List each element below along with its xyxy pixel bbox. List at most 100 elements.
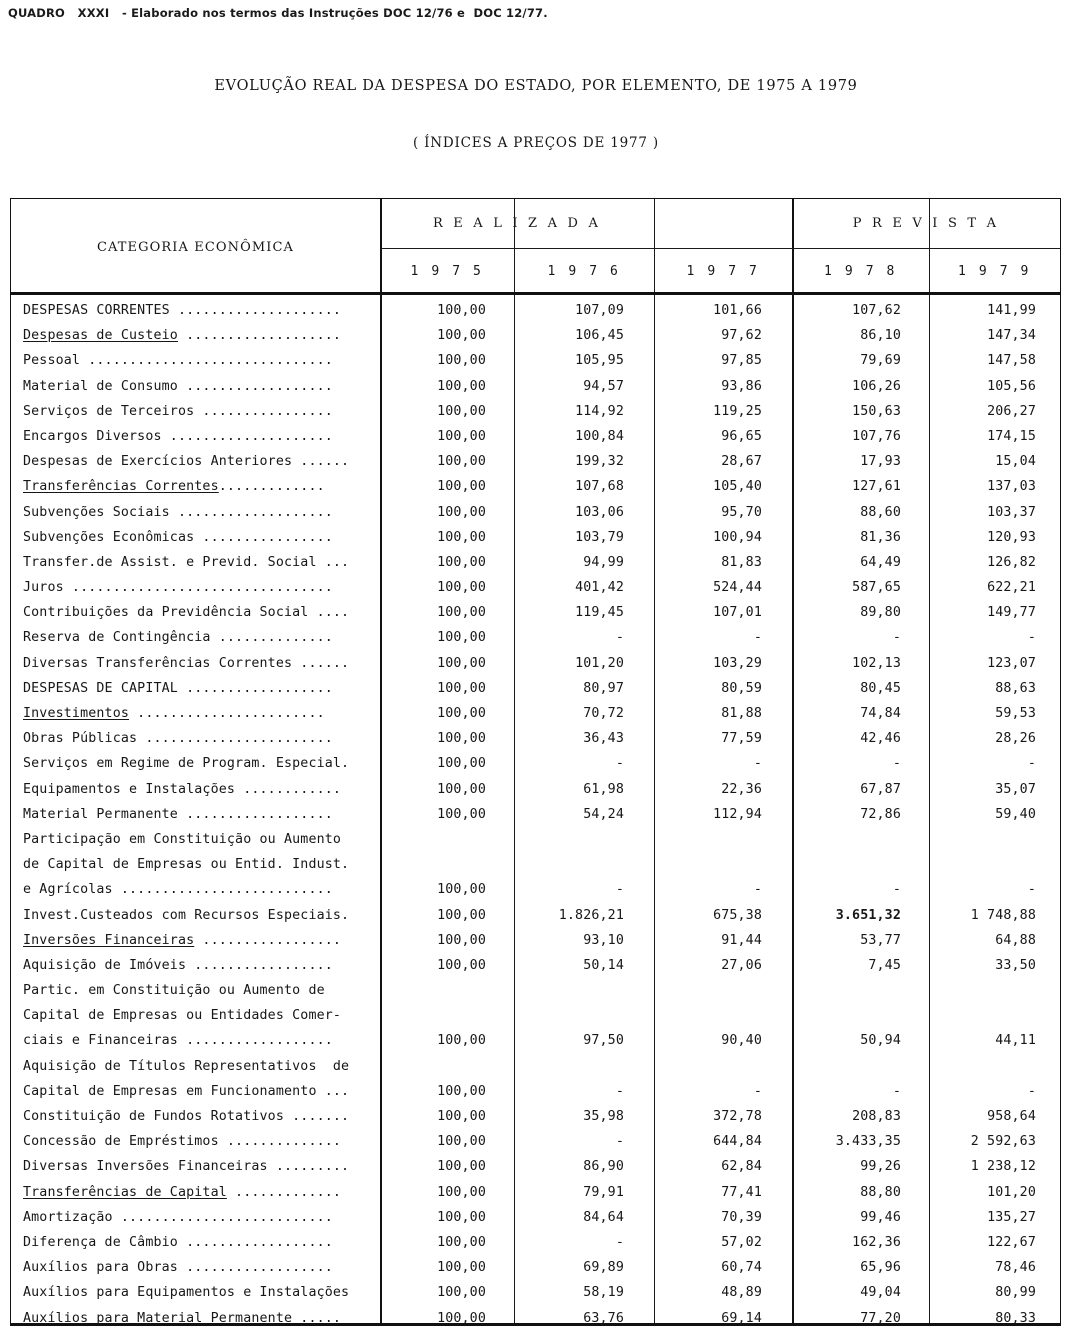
row-label: Investimentos ....................... [23, 701, 373, 726]
value-1976: 69,89 [583, 1260, 624, 1276]
value-1978: 150,63 [852, 403, 901, 419]
header-year-1975: 1 9 7 5 [410, 264, 484, 279]
table-row: Encargos Diversos .................... 10… [11, 424, 1060, 449]
value-1976: 94,57 [583, 378, 624, 394]
value-1975: 100,00 [437, 806, 486, 822]
value-1978: 65,96 [860, 1260, 901, 1276]
table-row: ciais e Financeiras .................. 10… [11, 1028, 1060, 1053]
value-1976: 100,84 [575, 428, 624, 444]
value-1979: 123,07 [987, 655, 1036, 671]
value-1977: 81,83 [721, 554, 762, 570]
value-1975: 100,00 [437, 353, 486, 369]
value-1977: 524,44 [713, 580, 762, 596]
value-1976: 80,97 [583, 680, 624, 696]
row-label: DESPESAS CORRENTES .................... [23, 303, 342, 318]
value-1979: 1 238,12 [970, 1159, 1036, 1175]
value-1978: 7,45 [868, 957, 901, 973]
row-label-underlined: Transferências de Capital [23, 1184, 227, 1200]
value-1978: 50,94 [860, 1033, 901, 1049]
value-1977: 372,78 [713, 1109, 762, 1124]
value-1975: 100,00 [437, 1260, 486, 1276]
table-row: Constituição de Fundos Rotativos .......… [11, 1104, 1060, 1129]
table-row: Investimentos ....................... 100… [11, 701, 1060, 726]
row-label: Auxílios para Equipamentos e Instalações [23, 1285, 350, 1301]
value-1979: - [1027, 630, 1036, 646]
value-1979: 44,11 [995, 1033, 1036, 1049]
table-row: Transferências Correntes............. 100… [11, 474, 1060, 499]
value-1976: 58,19 [583, 1285, 624, 1301]
row-label: Subvenções Sociais ................... [23, 504, 333, 520]
value-1978: 107,76 [852, 428, 901, 444]
value-1978: 53,77 [860, 932, 901, 948]
value-1978: - [892, 756, 901, 772]
value-1979: 147,58 [987, 353, 1036, 369]
value-1979: 15,04 [995, 454, 1036, 470]
value-1976: 70,72 [583, 706, 624, 721]
value-1979: 1 748,88 [970, 907, 1036, 923]
value-1976: 86,90 [583, 1159, 624, 1175]
value-1978: 77,20 [860, 1310, 901, 1324]
row-label: Diferença de Câmbio .................. [23, 1234, 333, 1250]
table-row: Diversas Inversões Financeiras .........… [11, 1154, 1060, 1179]
value-1975: 100,00 [437, 403, 486, 419]
row-label: Contribuições da Previdência Social .... [23, 605, 350, 621]
value-1979: 59,40 [995, 806, 1036, 822]
value-1979: 135,27 [987, 1209, 1036, 1225]
value-1975: 100,00 [437, 605, 486, 621]
column-divider-stub [380, 199, 382, 1323]
value-1977: 100,94 [713, 529, 762, 545]
value-1976: 63,76 [583, 1310, 624, 1324]
value-1978: - [892, 882, 901, 898]
value-1976: 114,92 [575, 403, 624, 419]
value-1977: 105,40 [713, 479, 762, 495]
row-label: Serviços em Regime de Program. Especial. [23, 756, 350, 772]
row-label: Inversões Financeiras ................. [23, 928, 373, 953]
value-1978: 49,04 [860, 1285, 901, 1301]
row-label: Aquisição de Títulos Representativos de [23, 1058, 350, 1074]
table-body: DESPESAS CORRENTES .................... 1… [11, 298, 1060, 1323]
value-1976: 103,06 [575, 504, 624, 520]
value-1979: 105,56 [987, 378, 1036, 394]
value-1978: 162,36 [852, 1234, 901, 1250]
row-label-underlined: Despesas de Custeio [23, 328, 178, 344]
value-1979: 141,99 [987, 303, 1036, 318]
table-row: de Capital de Empresas ou Entid. Indust. [11, 852, 1060, 877]
value-1975: 100,00 [437, 1234, 486, 1250]
value-1978: 67,87 [860, 781, 901, 797]
row-leader-dots: ....................... [129, 706, 325, 721]
table-row: DESPESAS CORRENTES .................... 1… [11, 298, 1060, 323]
row-label-underlined: Transferências Correntes [23, 479, 219, 495]
value-1975: 100,00 [437, 1159, 486, 1175]
value-1977: 48,89 [721, 1285, 762, 1301]
value-1977: 97,62 [721, 328, 762, 344]
row-label-underlined: Investimentos [23, 706, 130, 721]
value-1979: 147,34 [987, 328, 1036, 344]
row-label: Material Permanente .................. [23, 806, 333, 822]
value-1979: 28,26 [995, 731, 1036, 747]
value-1979: 174,15 [987, 428, 1036, 444]
value-1977: 57,02 [721, 1234, 762, 1250]
value-1975: 100,00 [437, 1184, 486, 1200]
value-1975: 100,00 [437, 504, 486, 520]
value-1979: 622,21 [987, 580, 1036, 596]
table-row: Aquisição de Imóveis ................. 10… [11, 953, 1060, 978]
table-row: Subvenções Econômicas ................ 10… [11, 525, 1060, 550]
value-1976: 50,14 [583, 957, 624, 973]
value-1978: 88,60 [860, 504, 901, 520]
value-1976: 119,45 [575, 605, 624, 621]
value-1976: 97,50 [583, 1033, 624, 1049]
row-label: Amortização .......................... [23, 1209, 333, 1225]
value-1979: 88,63 [995, 680, 1036, 696]
table-row: Obras Públicas ....................... 10… [11, 726, 1060, 751]
table-row: Inversões Financeiras ................. 1… [11, 928, 1060, 953]
value-1977: 112,94 [713, 806, 762, 822]
value-1979: 206,27 [987, 403, 1036, 419]
value-1976: 1.826,21 [558, 907, 624, 923]
table-row: Serviços em Regime de Program. Especial.… [11, 751, 1060, 776]
header-bottom-rule [11, 292, 1060, 295]
table-row: Material de Consumo .................. 10… [11, 374, 1060, 399]
row-label: e Agrícolas .......................... [23, 882, 333, 898]
table-row: Partic. em Constituição ou Aumento de [11, 978, 1060, 1003]
value-1975: 100,00 [437, 1033, 486, 1049]
value-1975: 100,00 [437, 630, 486, 646]
